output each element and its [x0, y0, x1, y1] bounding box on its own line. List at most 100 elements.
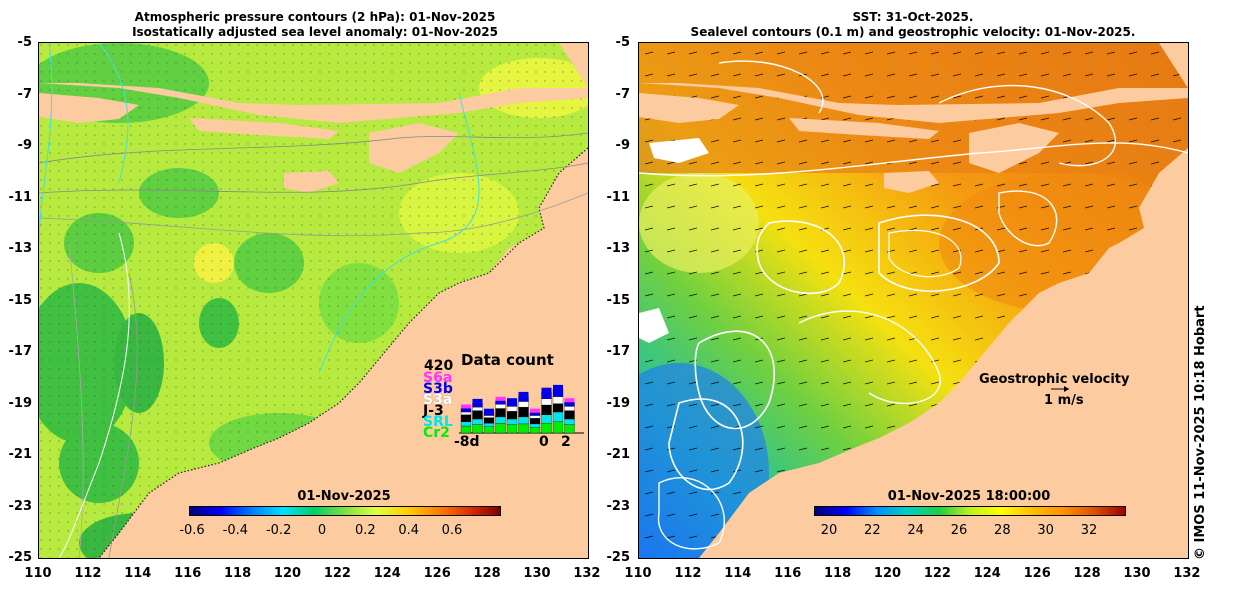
satellite-label-srl: SRL	[423, 414, 453, 430]
x-tick-label: 120	[873, 566, 902, 581]
data-count-bar-segment	[460, 414, 472, 422]
x-tick-label: 116	[174, 566, 202, 581]
data-count-bar-segment	[529, 415, 541, 419]
data-count-bar-segment	[472, 406, 483, 411]
x-tick-label: 118	[224, 566, 252, 581]
colorbar-tick-label: 28	[994, 523, 1011, 538]
y-tick-label: -21	[606, 447, 631, 462]
imos-credit: © IMOS 11-Nov-2025 10:18 Hobart	[1193, 305, 1208, 560]
cloud-mask	[649, 138, 709, 163]
data-count-bar-segment	[552, 396, 564, 404]
data-count-bar-segment	[518, 423, 529, 434]
x-tick-label: 116	[774, 566, 802, 581]
y-tick-label: -25	[606, 550, 631, 565]
y-tick-label: -7	[615, 86, 630, 102]
data-count-bars	[459, 384, 584, 434]
data-count-bar-segment	[506, 402, 518, 407]
data-count-bar-segment	[483, 417, 495, 424]
data-count-bar-segment	[518, 391, 529, 396]
sea-level-anomaly-map[interactable]: 420 Data count S6a S3b S3a J-3 SRL Cr2 -8d 0 …	[38, 42, 589, 559]
satellite-label-cr2: Cr2	[423, 425, 450, 441]
data-count-bar-segment	[495, 423, 506, 434]
right-panel-title: SST: 31-Oct-2025. Sealevel contours (0.1…	[638, 10, 1188, 40]
colorbar-tick-label: 0.4	[398, 523, 419, 538]
y-tick-label: -15	[8, 292, 33, 308]
data-count-bar-segment	[541, 423, 552, 434]
x-tick-label: 112	[74, 566, 102, 581]
colorbar-tick-label: 0.2	[354, 523, 376, 538]
data-count-bar-segment	[460, 425, 472, 434]
data-count-bar-segment	[564, 402, 575, 407]
x-tick-label: 124	[373, 566, 401, 581]
y-tick-label: -19	[8, 395, 33, 411]
data-count-bar-segment	[518, 406, 529, 418]
sst-map[interactable]: Geostrophic velocity 1 m/s 01-Nov-2025 1…	[638, 42, 1189, 559]
y-tick-label: -9	[17, 138, 32, 153]
sst-colorbar	[814, 506, 1126, 516]
data-count-title: Data count	[461, 351, 554, 369]
right-title-line1: SST: 31-Oct-2025.	[852, 10, 974, 24]
data-count-bar-segment	[506, 424, 518, 434]
colorbar-tick-label: 0.6	[441, 523, 463, 538]
y-tick-label: -13	[8, 241, 33, 256]
sla-map-graphic	[39, 43, 588, 558]
data-count-bar-segment	[460, 421, 472, 427]
data-count-bar-segment	[483, 412, 495, 416]
land-australia	[699, 148, 1188, 558]
colorbar-tick-label: 20	[820, 523, 838, 538]
cloud-mask	[639, 308, 669, 343]
data-count-bar-segment	[541, 404, 552, 415]
x-tick-label: 126	[423, 566, 451, 581]
colorbar-tick-label: 30	[1037, 523, 1054, 538]
data-count-bar-segment	[518, 401, 529, 408]
land-island	[189, 118, 339, 139]
colorbar-tick-label: 0	[317, 523, 327, 538]
data-count-bar-segment	[472, 410, 483, 420]
data-count-bar-segment	[564, 424, 575, 434]
data-count-axis-right: 2	[561, 434, 571, 450]
land-timor	[639, 43, 1188, 123]
colorbar-tick-label: 22	[864, 523, 881, 538]
y-tick-label: -21	[8, 447, 33, 462]
left-panel-title: Atmospheric pressure contours (2 hPa): 0…	[40, 10, 590, 40]
data-count-bar-segment	[506, 411, 518, 420]
colorbar-tick-label: 26	[950, 523, 968, 538]
data-count-bar-segment	[483, 415, 495, 418]
y-tick-label: -19	[606, 395, 631, 411]
data-count-bar-segment	[530, 408, 540, 413]
x-tick-label: 118	[824, 566, 852, 581]
data-count-bar-segment	[541, 387, 552, 392]
satellite-label-j-3: J-3	[423, 403, 444, 419]
sla-colorbar-title: 01-Nov-2025	[297, 489, 391, 504]
data-count-bar-segment	[529, 418, 541, 425]
y-tick-label: -11	[606, 189, 631, 205]
y-tick-label: -9	[615, 138, 630, 153]
left-title-line1: Atmospheric pressure contours (2 hPa): 0…	[134, 10, 496, 24]
land-timor	[39, 43, 588, 123]
y-tick-label: -11	[8, 189, 33, 205]
data-count-bar-segment	[564, 410, 575, 420]
y-tick-label: -5	[17, 35, 32, 50]
data-count-bar-segment	[472, 424, 483, 434]
land-island	[39, 93, 139, 123]
data-count-bar-segment	[552, 403, 564, 413]
data-count-bar-segment	[518, 416, 529, 425]
data-count-bar-segment	[518, 395, 529, 402]
data-count-bar-segment	[472, 402, 483, 408]
data-count-bar-segment	[564, 398, 575, 403]
data-count-axis-left: -8d	[454, 434, 480, 450]
data-count-bar-segment	[541, 414, 552, 424]
land-australia	[99, 148, 588, 558]
data-count-bar-segment	[460, 411, 472, 415]
y-tick-label: -15	[606, 292, 631, 308]
colorbar-tick-label: -0.4	[222, 523, 249, 538]
y-tick-label: -5	[615, 35, 630, 50]
sla-colorbar	[189, 506, 501, 516]
data-count-bar-segment	[529, 412, 541, 416]
y-tick-label: -23	[606, 498, 631, 514]
velocity-legend-title: Geostrophic velocity	[979, 372, 1130, 387]
data-count-bar-segment	[495, 396, 506, 401]
y-tick-label: -17	[606, 344, 631, 359]
satellite-label-s3a: S3a	[423, 392, 453, 408]
data-count-bar-segment	[553, 384, 563, 389]
